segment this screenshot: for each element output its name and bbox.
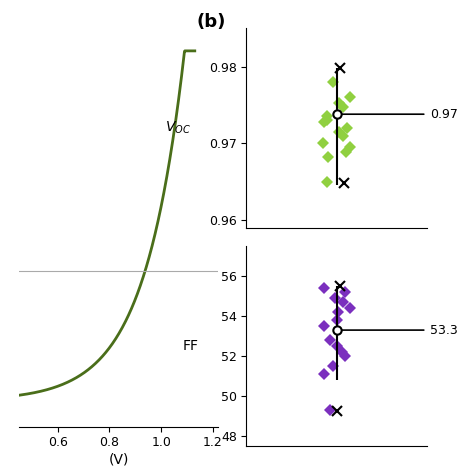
X-axis label: (V): (V) — [109, 452, 128, 466]
Text: 0.97: 0.97 — [430, 108, 458, 121]
Text: (b): (b) — [196, 12, 226, 30]
Text: 53.3: 53.3 — [430, 324, 458, 337]
Y-axis label: FF: FF — [182, 339, 198, 353]
Y-axis label: $V_{OC}$: $V_{OC}$ — [165, 120, 191, 136]
